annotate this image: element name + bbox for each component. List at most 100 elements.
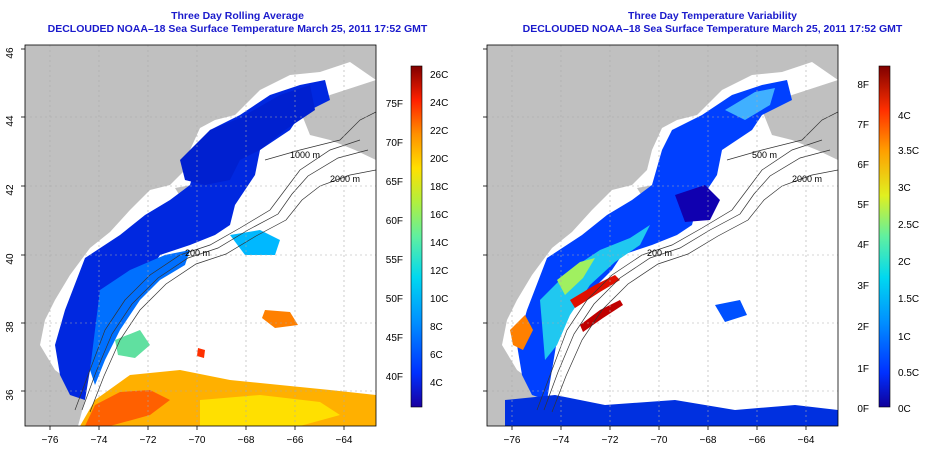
lat-label-46: 46	[475, 47, 478, 59]
lon-label-72: −72	[602, 435, 619, 446]
cb-right-f-0: 0F	[857, 404, 869, 415]
cb-left-c-16: 16C	[430, 210, 448, 221]
latitude-axis: 36 38 40 42 44 46	[5, 47, 16, 401]
land-northeast	[300, 80, 376, 160]
sst-orange-patch	[85, 390, 170, 426]
var-low-shelf	[517, 80, 792, 400]
var-light-north	[725, 88, 775, 120]
right-map-subtitle: DECLOUDED NOAA–18 Sea Surface Temperatur…	[522, 23, 903, 35]
var-dark-blue	[675, 185, 720, 222]
cb-right-c-25: 2.5C	[898, 220, 919, 231]
sst-red-blob	[197, 348, 205, 358]
axis-ticks	[21, 48, 345, 430]
cb-left-c-4: 4C	[430, 378, 443, 389]
var-green-yellow	[557, 258, 595, 295]
lon-label-68: −68	[238, 435, 255, 446]
cb-right-f-2: 2F	[857, 322, 869, 333]
lon-label-72: −72	[140, 435, 157, 446]
cb-left-c-18: 18C	[430, 182, 448, 193]
sst-cyan-patch	[230, 230, 280, 255]
lat-label-46: 46	[5, 47, 16, 59]
cb-right-c-3: 3C	[898, 183, 911, 194]
contour-label-200m: 200 m	[647, 248, 672, 258]
sst-cold-shelf	[55, 80, 330, 400]
contour-label-1000m: 1000 m	[290, 150, 320, 160]
cb-left-f-45: 45F	[386, 333, 403, 344]
lon-label-74: −74	[91, 435, 108, 446]
right-map-panel: Three Day Temperature Variability DECLOU…	[475, 0, 950, 475]
lat-label-44: 44	[475, 115, 478, 127]
lon-label-70: −70	[189, 435, 206, 446]
lat-label-42: 42	[475, 184, 478, 196]
lon-label-76: −76	[42, 435, 59, 446]
lat-label-44: 44	[5, 115, 16, 127]
lat-label-40: 40	[5, 253, 16, 265]
cb-left-c-22: 22C	[430, 126, 448, 137]
cb-left-f-40: 40F	[386, 372, 403, 383]
cb-left-f-50: 50F	[386, 294, 403, 305]
land-mass	[25, 45, 376, 426]
grid-lines	[487, 45, 838, 426]
latitude-axis: 36 38 40 42 44 46	[475, 47, 478, 401]
var-red-streak	[570, 275, 620, 308]
grid-lines	[25, 45, 376, 426]
lon-label-66: −66	[287, 435, 304, 446]
right-map-title: Three Day Temperature Variability	[627, 10, 798, 22]
cb-right-f-7: 7F	[857, 120, 869, 131]
cb-right-f-1: 1F	[857, 364, 869, 375]
cb-left-f-60: 60F	[386, 216, 403, 227]
contour-label-2000m: 2000 m	[792, 174, 822, 184]
cb-right-c-05: 0.5C	[898, 368, 919, 379]
cb-left-c-6: 6C	[430, 350, 443, 361]
longitude-axis: −76 −74 −72 −70 −68 −66 −64	[42, 435, 353, 446]
var-blue-patch	[715, 300, 747, 322]
colorbar-left	[410, 65, 423, 408]
cb-left-f-55: 55F	[386, 255, 403, 266]
cb-right-f-8: 8F	[857, 80, 869, 91]
var-cyan-band	[540, 225, 650, 360]
lat-label-42: 42	[5, 184, 16, 196]
left-map-title: Three Day Rolling Average	[171, 10, 304, 22]
sst-mid-band	[90, 250, 190, 385]
left-map-subtitle: DECLOUDED NOAA–18 Sea Surface Temperatur…	[47, 23, 428, 35]
var-red-streak-2	[580, 300, 623, 332]
sst-orange-blob	[262, 310, 298, 328]
cb-left-c-10: 10C	[430, 294, 448, 305]
cb-right-f-5: 5F	[857, 200, 869, 211]
longitude-axis: −76 −74 −72 −70 −68 −66 −64	[504, 435, 815, 446]
contour-label-200m: 200 m	[185, 248, 210, 258]
colorbar-right-celsius: 0C 0.5C 1C 1.5C 2C 2.5C 3C 3.5C 4C	[898, 111, 919, 415]
axis-ticks	[483, 48, 807, 430]
cb-right-c-1: 1C	[898, 332, 911, 343]
lon-label-76: −76	[504, 435, 521, 446]
lon-label-70: −70	[651, 435, 668, 446]
contour-label-500m: 500 m	[752, 150, 777, 160]
land-northeast	[762, 80, 838, 160]
lon-label-66: −66	[749, 435, 766, 446]
lat-label-36: 36	[5, 389, 16, 401]
cb-right-f-6: 6F	[857, 160, 869, 171]
cb-left-c-26: 26C	[430, 70, 448, 81]
cb-left-c-24: 24C	[430, 98, 448, 109]
sst-green-patch	[115, 330, 150, 358]
lon-label-68: −68	[700, 435, 717, 446]
colorbar-right-fahrenheit: 0F 1F 2F 3F 4F 5F 6F 7F 8F	[857, 80, 869, 415]
left-map-panel: Three Day Rolling Average DECLOUDED NOAA…	[5, 10, 448, 446]
cb-right-c-0: 0C	[898, 404, 911, 415]
cb-right-c-4: 4C	[898, 111, 911, 122]
cb-right-c-2: 2C	[898, 257, 911, 268]
map-frame	[486, 44, 839, 427]
cb-right-c-15: 1.5C	[898, 294, 919, 305]
cb-right-f-4: 4F	[857, 240, 869, 251]
map-frame	[24, 44, 377, 427]
cb-left-f-65: 65F	[386, 177, 403, 188]
colorbar-left-fahrenheit: 40F 45F 50F 55F 60F 65F 70F 75F	[386, 99, 403, 383]
cb-right-c-35: 3.5C	[898, 146, 919, 157]
left-map-svg: 200 m 1000 m 2000 m 36 38 40 42 44 46 −7…	[5, 44, 448, 446]
sst-yellow-patch	[200, 395, 340, 426]
lat-label-36: 36	[475, 389, 478, 401]
lat-label-38: 38	[475, 321, 478, 333]
cb-left-f-75: 75F	[386, 99, 403, 110]
lon-label-64: −64	[798, 435, 815, 446]
cb-left-c-14: 14C	[430, 238, 448, 249]
